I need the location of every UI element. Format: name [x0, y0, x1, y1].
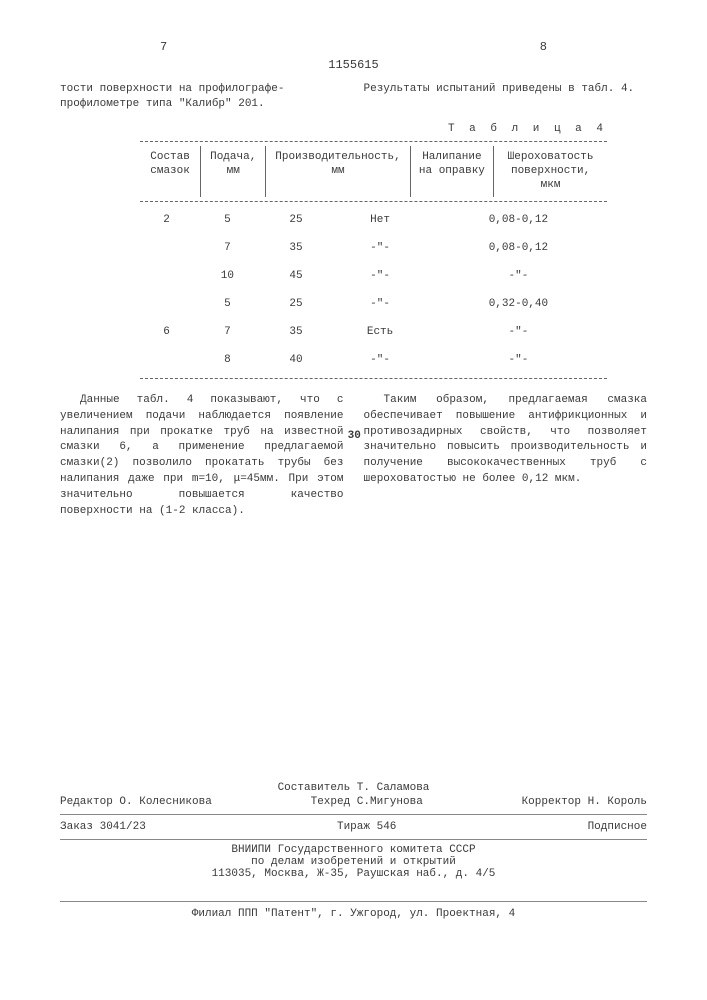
footer-tirazh: Тираж 546 — [337, 821, 396, 833]
table-cell: -"- — [330, 262, 430, 290]
table-cell: 35 — [262, 318, 331, 346]
table-cell: 45 — [262, 262, 331, 290]
intro-right: Результаты испытаний приведены в табл. 4… — [364, 82, 648, 113]
table-cell: -"- — [330, 346, 430, 374]
body-columns: Данные табл. 4 показывают, что с увеличе… — [60, 393, 647, 521]
footer-org1: ВНИИПИ Государственного комитета СССР — [60, 844, 647, 856]
results-table: Состав смазок Подача, мм Производительно… — [140, 146, 607, 197]
table-row: 525-"-0,32-0,40 — [140, 290, 607, 318]
table-cell: 5 — [193, 290, 262, 318]
footer-block: Составитель Т. Саламова Редактор О. Коле… — [60, 782, 647, 880]
page-num-right: 8 — [540, 40, 547, 54]
page-num-left: 7 — [160, 40, 167, 54]
col-header: Налипание на оправку — [410, 146, 494, 197]
document-id: 1155615 — [60, 58, 647, 72]
footer-composer: Составитель Т. Саламова — [60, 782, 647, 794]
table-row: 6735Есть-"- — [140, 318, 607, 346]
footer-rule — [60, 814, 647, 815]
footer-techred: Техред С.Мигунова — [311, 796, 423, 808]
table-cell: 0,32-0,40 — [430, 290, 607, 318]
table-cell: 35 — [262, 234, 331, 262]
table-cell: 7 — [193, 318, 262, 346]
table-cell: 0,08-0,12 — [430, 234, 607, 262]
table-cell: 8 — [193, 346, 262, 374]
table-cell — [140, 290, 193, 318]
table-cell: -"- — [430, 262, 607, 290]
table-cell: 0,08-0,12 — [430, 206, 607, 234]
footer-corrector: Корректор Н. Король — [522, 796, 647, 808]
table-row: 840-"--"- — [140, 346, 607, 374]
table-cell: Нет — [330, 206, 430, 234]
footer-editor: Редактор О. Колесникова — [60, 796, 212, 808]
line-number-marker: 30 — [348, 429, 361, 445]
intro-left: тости поверхности на профилографе-профил… — [60, 82, 344, 113]
col-header: Шероховатость поверхности, мкм — [494, 146, 607, 197]
table-cell: 7 — [193, 234, 262, 262]
col-header: Подача, мм — [201, 146, 266, 197]
table-cell — [140, 234, 193, 262]
table-row: 2525Нет0,08-0,12 — [140, 206, 607, 234]
footer-filial: Филиал ППП "Патент", г. Ужгород, ул. Про… — [60, 901, 647, 920]
footer-order: Заказ 3041/23 — [60, 821, 146, 833]
table-cell: 40 — [262, 346, 331, 374]
intro-columns: тости поверхности на профилографе-профил… — [60, 82, 647, 113]
table-rule-bottom — [140, 378, 607, 379]
table-cell: -"- — [330, 234, 430, 262]
table-caption: Т а б л и ц а 4 — [60, 123, 607, 135]
table-cell — [140, 262, 193, 290]
table-cell: -"- — [330, 290, 430, 318]
table-cell: -"- — [430, 346, 607, 374]
table-cell: 5 — [193, 206, 262, 234]
footer-org2: по делам изобретений и открытий — [60, 856, 647, 868]
footer-rule — [60, 839, 647, 840]
table-rule-top — [140, 141, 607, 142]
col-header: Состав смазок — [140, 146, 201, 197]
footer-address: 113035, Москва, Ж-35, Раушская наб., д. … — [60, 868, 647, 880]
table-row: 735-"-0,08-0,12 — [140, 234, 607, 262]
body-right: Таким образом, предлагаемая смазка обесп… — [364, 393, 648, 521]
table-cell: 6 — [140, 318, 193, 346]
table-row: 1045-"--"- — [140, 262, 607, 290]
table-cell: 25 — [262, 290, 331, 318]
footer-podpis: Подписное — [588, 821, 647, 833]
results-table-body: 2525Нет0,08-0,12735-"-0,08-0,121045-"--"… — [140, 206, 607, 374]
table-cell: -"- — [430, 318, 607, 346]
col-header: Производительность, мм — [266, 146, 410, 197]
table-cell: 10 — [193, 262, 262, 290]
table-cell: 25 — [262, 206, 331, 234]
body-left: Данные табл. 4 показывают, что с увеличе… — [60, 393, 344, 521]
table-cell: 2 — [140, 206, 193, 234]
table-rule-mid — [140, 201, 607, 202]
table-cell: Есть — [330, 318, 430, 346]
table-cell — [140, 346, 193, 374]
table-header-row: Состав смазок Подача, мм Производительно… — [140, 146, 607, 197]
